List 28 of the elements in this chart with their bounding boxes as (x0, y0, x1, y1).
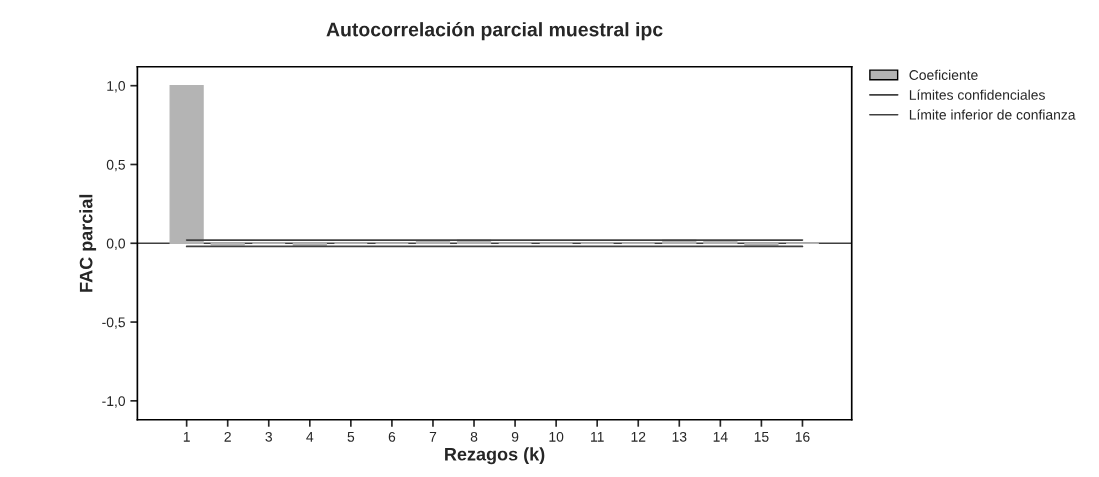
x-tick-label: 8 (470, 431, 478, 442)
legend-label: Coeficiente (909, 69, 978, 80)
x-tick-label: 6 (388, 431, 396, 442)
y-tick-label: -1,0 (102, 396, 126, 408)
y-axis-title: FAC parcial (79, 194, 97, 292)
y-tick-label: -0,5 (102, 317, 125, 329)
bar (169, 84, 204, 244)
x-tick-label: 3 (265, 431, 272, 442)
legend-label: Límites confidenciales (909, 89, 1045, 100)
x-tick-label: 14 (713, 432, 728, 442)
x-tick-label: 4 (306, 432, 314, 442)
x-tick-label: 16 (795, 431, 810, 442)
x-tick-label: 2 (224, 431, 231, 442)
x-tick-label: 1 (183, 432, 190, 442)
x-tick-label: 10 (549, 431, 564, 442)
x-tick-label: 11 (591, 432, 604, 442)
y-tick-label: 0,0 (106, 238, 126, 251)
y-tick-label: 1,0 (107, 81, 126, 93)
y-tick-label: 0,5 (106, 159, 125, 172)
x-tick-label: 9 (511, 431, 519, 442)
x-tick-label: 13 (672, 431, 687, 442)
x-tick-label: 12 (631, 431, 646, 442)
chart-title: Autocorrelación parcial muestral ipc (326, 21, 663, 41)
legend-label: Límite inferior de confianza (909, 109, 1076, 120)
x-tick-label: 5 (347, 432, 355, 442)
x-tick-label: 15 (754, 432, 769, 442)
x-axis-title: Rezagos (k) (445, 447, 545, 465)
x-tick-label: 7 (429, 432, 437, 442)
